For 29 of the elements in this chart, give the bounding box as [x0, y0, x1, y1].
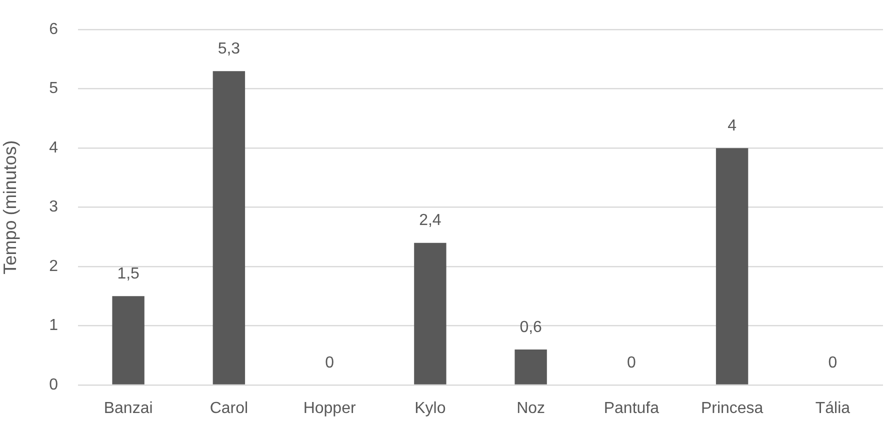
data-label: 1,5: [117, 266, 140, 283]
bar: [716, 148, 748, 384]
bar: [514, 349, 547, 384]
x-tick-label: Kylo: [414, 400, 446, 418]
y-tick-label: 0: [49, 376, 58, 394]
y-tick-label: 6: [49, 21, 58, 38]
x-tick-label: Pantufa: [604, 400, 660, 418]
data-label: 0: [325, 354, 334, 372]
bar: [212, 71, 246, 384]
x-tick-label: Banzai: [104, 400, 153, 418]
y-tick-label: 2: [49, 258, 58, 275]
y-axis-title: Tempo (minutos): [0, 140, 20, 274]
bar: [414, 242, 446, 384]
x-tick-label: Princesa: [700, 400, 764, 418]
y-tick-label: 3: [49, 198, 58, 216]
x-tick-label: Noz: [516, 400, 546, 418]
y-tick-label: 5: [49, 80, 58, 98]
x-tick-label: Carol: [210, 400, 248, 418]
data-label: 0: [626, 354, 636, 372]
data-label: 4: [728, 117, 737, 134]
x-tick-label: Hopper: [303, 400, 356, 418]
data-label: 5,3: [218, 40, 240, 58]
data-label: 2,4: [419, 212, 442, 230]
data-label: 0: [828, 354, 838, 372]
y-tick-label: 4: [49, 139, 58, 156]
bar: [112, 296, 144, 384]
x-tick-label: Tália: [815, 400, 850, 418]
y-tick-label: 1: [49, 317, 58, 334]
data-label: 0,6: [520, 318, 542, 336]
